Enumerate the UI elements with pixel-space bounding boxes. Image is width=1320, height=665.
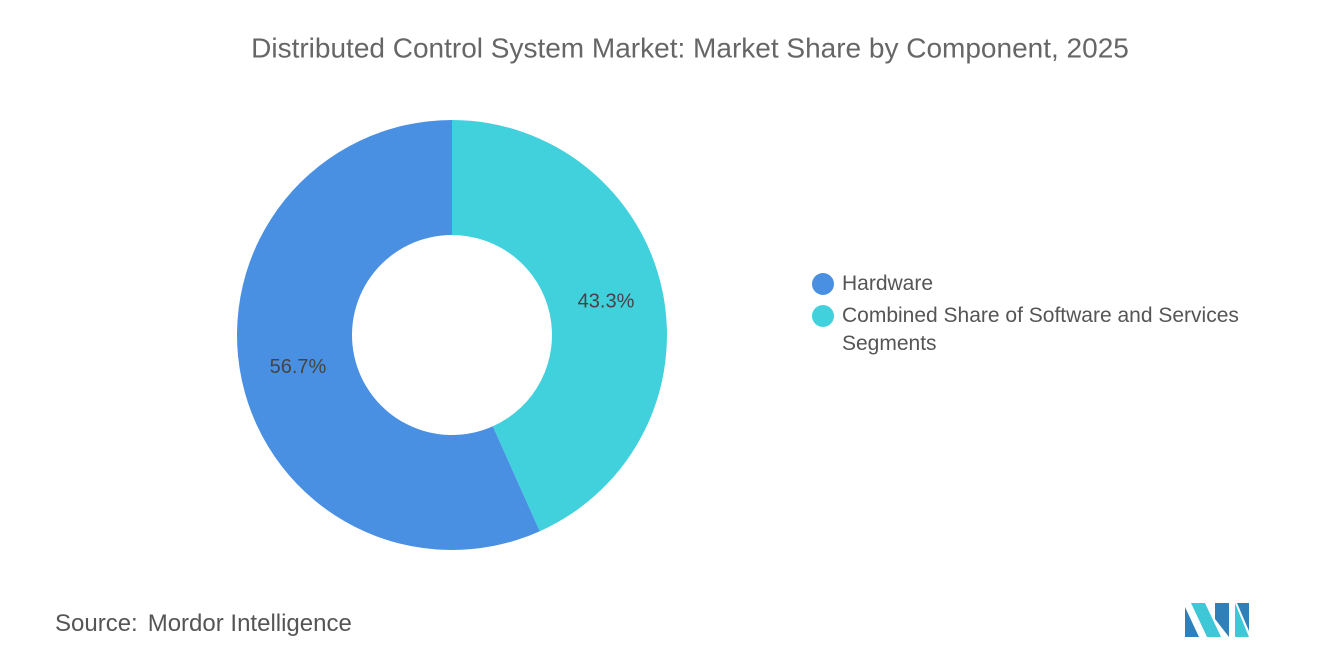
legend-label: Combined Share of Software and Services …: [842, 304, 1239, 355]
source-label: Source:: [55, 610, 138, 637]
legend: Hardware Combined Share of Software and S…: [812, 270, 1282, 362]
legend-swatch: [812, 305, 834, 327]
logo: [1185, 603, 1249, 637]
data-label: 43.3%: [578, 290, 635, 312]
legend-swatch: [812, 273, 834, 295]
source-text: Mordor Intelligence: [147, 610, 352, 637]
donut-slice: [237, 120, 540, 551]
legend-item: Hardware: [812, 270, 1282, 298]
data-label: 56.7%: [270, 356, 327, 378]
donut-slice: [452, 120, 668, 532]
source: Source: Mordor Intelligence: [55, 610, 352, 638]
legend-item: Combined Share of Software and Services …: [812, 302, 1282, 358]
legend-label: Hardware: [842, 272, 934, 295]
chart-title: Distributed Control System Market: Marke…: [251, 32, 1129, 63]
